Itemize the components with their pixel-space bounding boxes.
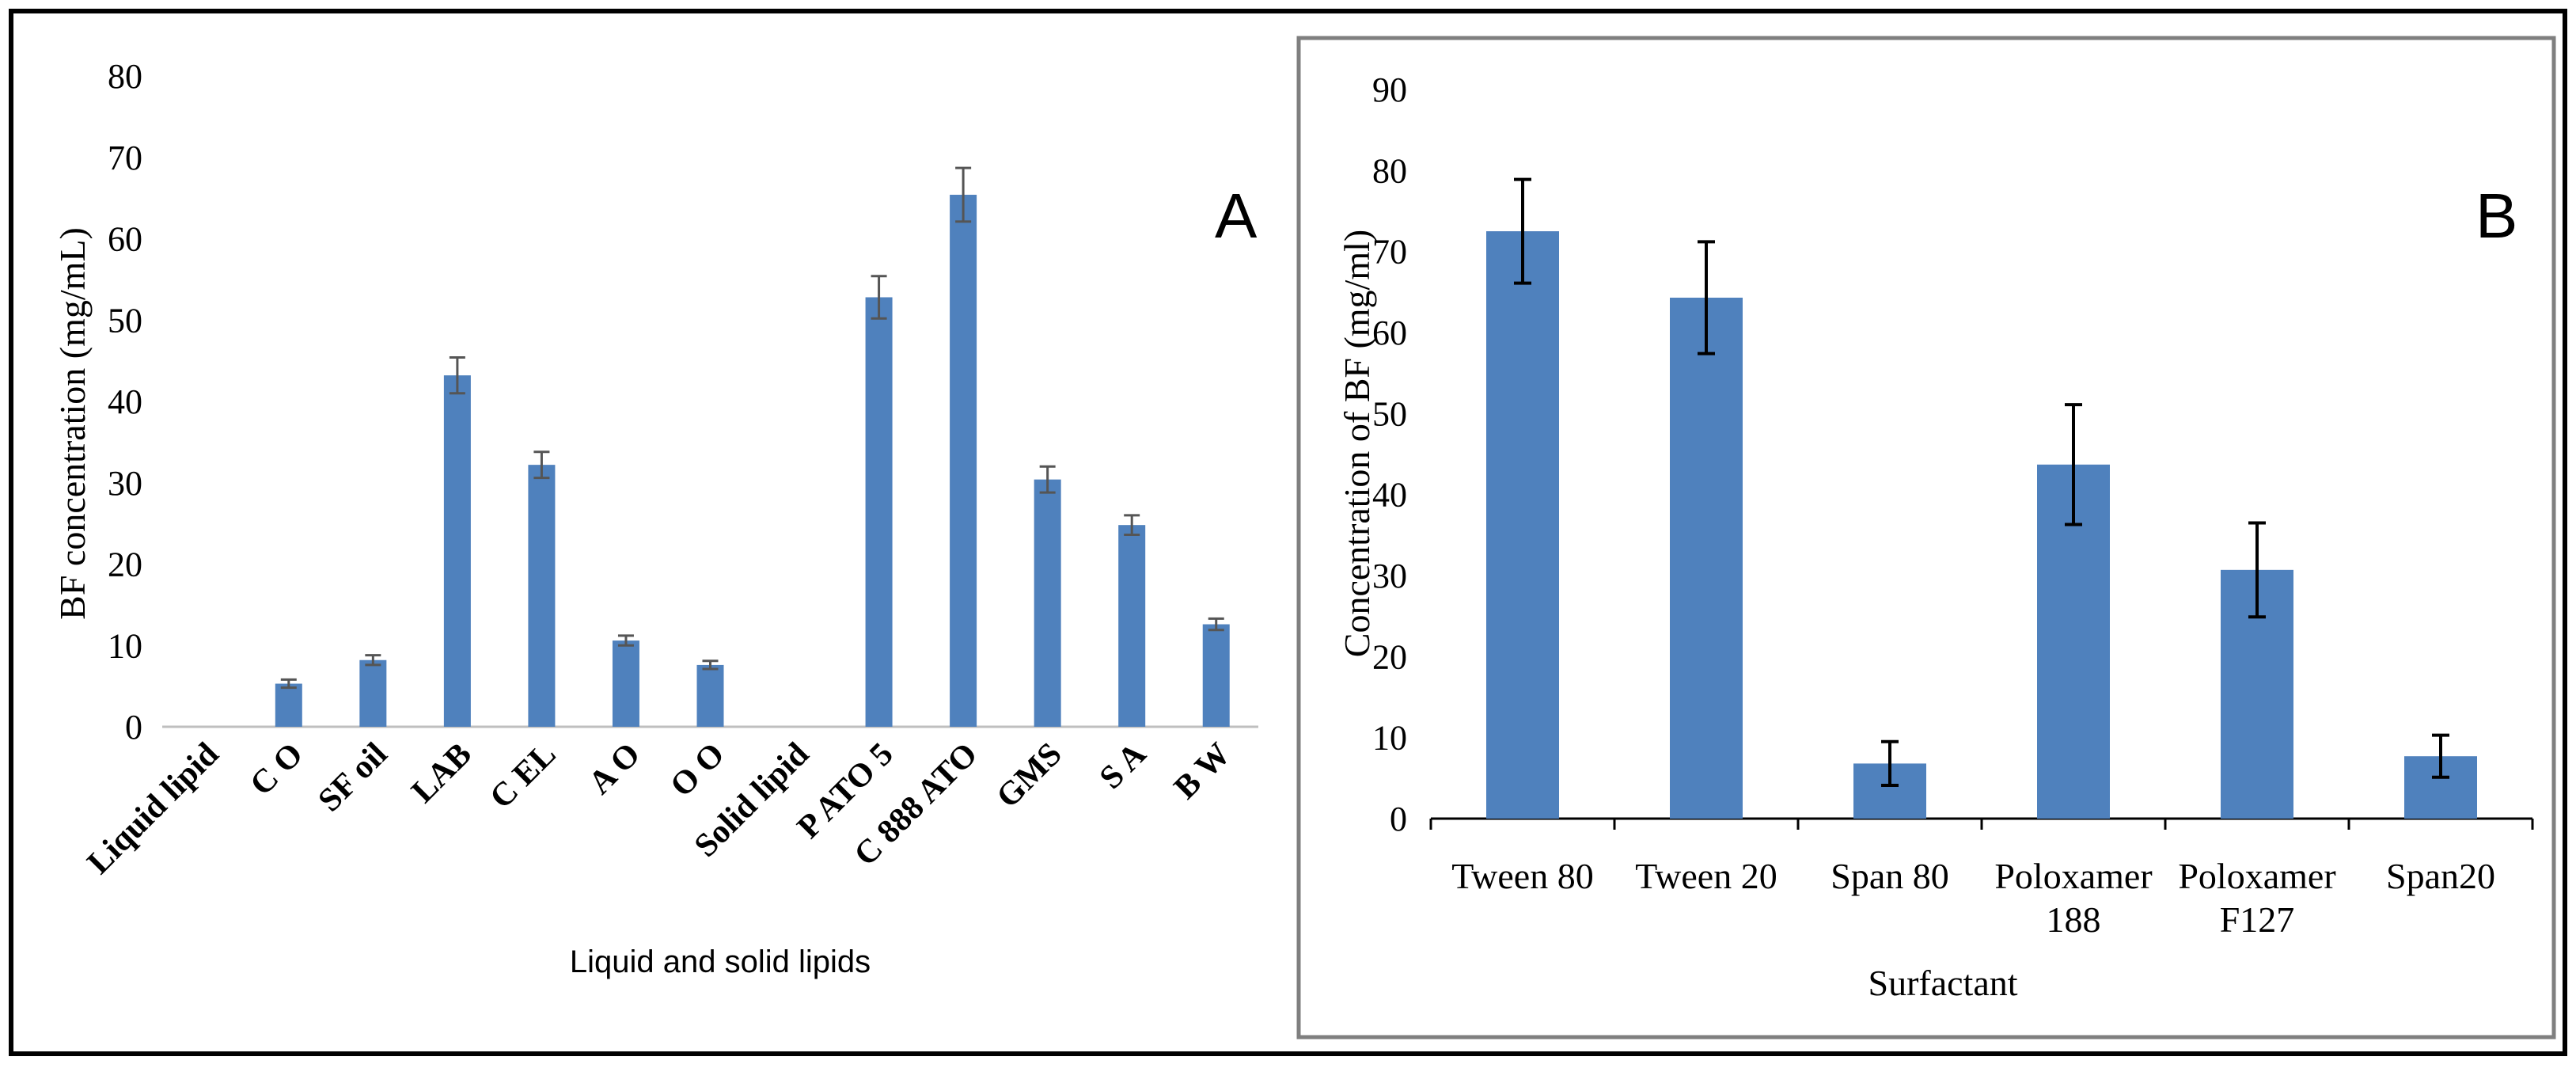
panel-b-y-tick-label: 50 [1372, 394, 1407, 433]
panel-b-error-bar [1698, 240, 1715, 355]
panel-b-error-bars [1514, 177, 2449, 788]
panel-b-y-tick-label: 20 [1372, 637, 1407, 676]
panel-b: 0 10 20 30 40 50 60 70 80 90 Tween 80 Tween 20 Span… [1296, 36, 2556, 1039]
panel-b-category-label: 188 [2047, 899, 2101, 940]
panel-a-bar [528, 465, 556, 727]
panel-a-error-bar [533, 450, 550, 480]
panel-b-y-tick-label: 10 [1372, 719, 1407, 758]
panel-b-category-label: F127 [2220, 899, 2295, 940]
panel-a-bars [275, 195, 1230, 728]
panel-b-category-label: Tween 20 [1635, 856, 1777, 896]
panel-a-y-tick-label: 20 [108, 545, 142, 584]
panel-a-error-bar [1208, 617, 1224, 632]
panel-b-category-label: Poloxamer [1994, 856, 2152, 896]
panel-a-y-tick-label: 50 [108, 301, 142, 340]
panel-b-x-axis-title: Surfactant [1868, 963, 2017, 1003]
panel-a-error-bar [449, 356, 465, 395]
panel-b-y-tick-label: 90 [1372, 70, 1407, 109]
panel-a-x-axis-title: Liquid and solid lipids [570, 944, 871, 979]
panel-a-bar [275, 683, 302, 727]
panel-b-category-label: Span 80 [1831, 856, 1949, 896]
panel-b-error-bar [1514, 177, 1531, 285]
panel-a-y-tick-label: 60 [108, 220, 142, 259]
panel-a-y-tick-label: 80 [108, 57, 142, 96]
panel-a-y-ticks: 0 10 20 30 40 50 60 70 80 [108, 57, 142, 747]
panel-b-y-tick-label: 30 [1372, 557, 1407, 595]
panel-b-bar [1486, 231, 1559, 819]
panel-a-error-bar [871, 275, 887, 320]
panel-a-error-bars [280, 166, 1224, 690]
panel-b-category-label: Poloxamer [2178, 856, 2335, 896]
panel-b-border [1296, 36, 2556, 1039]
panel-b-x-tick-labels: Tween 80 Tween 20 Span 80 Poloxamer188Polox… [1451, 856, 2495, 940]
panel-a-bar [1202, 624, 1230, 727]
panel-b-y-tick-label: 60 [1372, 314, 1407, 352]
panel-b-error-bar [1881, 739, 1899, 788]
panel-b-error-bar [2432, 733, 2449, 779]
panel-b-y-tick-label: 70 [1372, 233, 1407, 272]
panel-b-bars [1486, 231, 2477, 819]
panel-a-error-bar [280, 678, 297, 690]
panel-a-y-tick-label: 10 [108, 626, 142, 665]
panel-a-error-bar [1039, 465, 1056, 494]
panel-b-y-tick-label: 0 [1390, 800, 1407, 838]
panel-a-error-bar [365, 654, 381, 667]
panel-a-y-axis-title: BF concentration (mg/mL) [52, 227, 93, 620]
panel-b-bar [1670, 297, 1743, 819]
panel-a-bar [696, 664, 724, 727]
panel-b-y-tick-label: 40 [1372, 476, 1407, 515]
panel-b-y-tick-label: 80 [1372, 151, 1407, 190]
panel-a-y-tick-label: 0 [125, 708, 142, 747]
panel-b-error-bar [2248, 521, 2266, 619]
panel-a-error-bar [955, 166, 972, 223]
panel-a-error-bar [702, 659, 719, 671]
panel-a-bar [443, 375, 471, 727]
panel-a-bar [950, 195, 977, 727]
panel-a-y-tick-label: 70 [108, 139, 142, 177]
panel-a-error-bar [617, 634, 634, 647]
panel-a-y-tick-label: 30 [108, 464, 142, 503]
panel-a-bar [612, 640, 639, 727]
panel-a-bar [359, 659, 387, 727]
panel-a-y-tick-label: 40 [108, 382, 142, 421]
panel-b-y-axis-title: Concentration of BF (mg/ml) [1337, 230, 1377, 657]
panel-a-bar [865, 297, 893, 728]
panel-b-label: B [2475, 181, 2517, 251]
panel-a-bar [1118, 525, 1146, 727]
panel-b-y-ticks: 0 10 20 30 40 50 60 70 80 90 [1372, 70, 1407, 838]
panel-a-bar [1034, 479, 1061, 727]
figure-border [9, 9, 2567, 1056]
panel-b-category-label: Tween 80 [1451, 856, 1593, 896]
panel-b-category-label: Span20 [2386, 856, 2495, 896]
panel-a-label: A [1215, 181, 1258, 251]
panel-b-x-tick-marks [1429, 819, 2534, 830]
panel-b-error-bar [2065, 403, 2082, 526]
panel-a-error-bar [1124, 514, 1140, 537]
